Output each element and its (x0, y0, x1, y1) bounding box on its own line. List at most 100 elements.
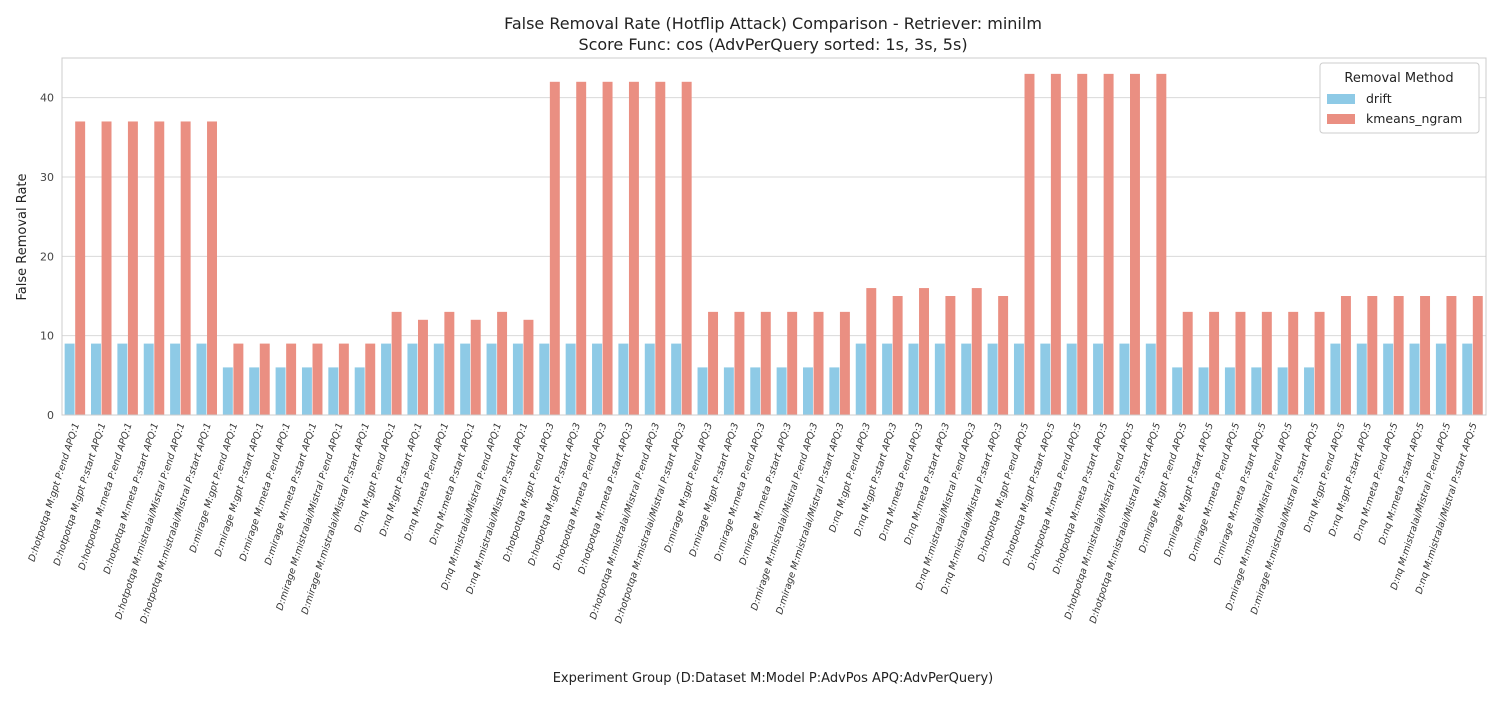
bar-kmeans-ngram (1420, 296, 1431, 415)
bar-drift (908, 343, 919, 415)
y-ticks: 0 10 20 30 40 (40, 92, 54, 422)
bar-drift (934, 343, 945, 415)
x-tick-label: D:mirage M:gpt P:end APQ:3 (662, 422, 714, 555)
bar-kmeans-ngram (154, 121, 165, 415)
bar-drift (1409, 343, 1420, 415)
bars (64, 73, 1483, 416)
bar-drift (1383, 343, 1394, 415)
bar-kmeans-ngram (1472, 296, 1483, 415)
bar-drift (460, 343, 471, 415)
y-tick-label: 0 (47, 409, 54, 422)
x-tick-label: D:mirage M:gpt P:start APQ:5 (1162, 422, 1216, 559)
x-tick-label: D:hotpotqa M:gpt P:end APQ:5 (976, 422, 1031, 564)
chart-subtitle: Score Func: cos (AdvPerQuery sorted: 1s,… (578, 35, 967, 54)
bar-kmeans-ngram (259, 343, 270, 415)
y-tick-label: 30 (40, 171, 54, 184)
bar-kmeans-ngram (602, 81, 613, 416)
bar-drift (776, 367, 787, 415)
x-ticks: D:hotpotqa M:gpt P:end APQ:1 D:hotpotqa M… (27, 422, 1480, 625)
bar-kmeans-ngram (1288, 311, 1299, 415)
bar-kmeans-ngram (655, 81, 666, 416)
bar-drift (1356, 343, 1367, 415)
legend-title: Removal Method (1344, 71, 1453, 86)
bar-drift (1435, 343, 1446, 415)
bar-kmeans-ngram (734, 311, 745, 415)
bar-drift (301, 367, 312, 415)
chart-title: False Removal Rate (Hotflip Attack) Comp… (504, 14, 1042, 33)
bar-kmeans-ngram (1103, 73, 1114, 416)
x-tick-label: D:mirage M:meta P:end APQ:5 (1187, 422, 1242, 563)
bar-drift (1224, 367, 1235, 415)
bar-kmeans-ngram (549, 81, 560, 416)
x-axis-label: Experiment Group (D:Dataset M:Model P:Ad… (553, 671, 994, 686)
bar-kmeans-ngram (681, 81, 692, 416)
x-tick-label: D:mirage M:meta P:end APQ:3 (712, 422, 767, 563)
bar-drift (1251, 367, 1262, 415)
y-tick-label: 20 (40, 250, 54, 263)
bar-drift (170, 343, 181, 415)
bar-kmeans-ngram (1340, 296, 1351, 415)
bar-drift (671, 343, 682, 415)
legend-label-drift: drift (1366, 91, 1392, 106)
bar-drift (354, 367, 365, 415)
bar-kmeans-ngram (75, 121, 86, 415)
bar-kmeans-ngram (760, 311, 771, 415)
x-tick-label: D:hotpotqa M:gpt P:end APQ:1 (27, 422, 82, 564)
x-tick-label: D:mirage M:gpt P:end APQ:5 (1137, 422, 1189, 555)
legend-swatch-drift (1327, 94, 1355, 104)
bar-drift (1330, 343, 1341, 415)
bar-kmeans-ngram (971, 288, 982, 415)
bar-drift (512, 343, 523, 415)
x-tick-label: D:mirage M:gpt P:start APQ:1 (213, 422, 267, 559)
bar-drift (1119, 343, 1130, 415)
bar-kmeans-ngram (1393, 296, 1404, 415)
bar-drift (328, 367, 339, 415)
bar-drift (618, 343, 629, 415)
y-tick-label: 10 (40, 330, 54, 343)
x-tick-label: D:mirage M:gpt P:start APQ:3 (688, 422, 742, 559)
bar-drift (1040, 343, 1051, 415)
bar-drift (196, 343, 207, 415)
bar-kmeans-ngram (945, 296, 956, 415)
bar-kmeans-ngram (207, 121, 217, 415)
y-axis-label: False Removal Rate (15, 173, 30, 300)
bar-drift (407, 343, 418, 415)
bar-kmeans-ngram (286, 343, 297, 415)
bar-kmeans-ngram (1130, 73, 1140, 416)
bar-kmeans-ngram (1156, 73, 1167, 416)
bar-kmeans-ngram (418, 319, 428, 415)
bar-kmeans-ngram (1446, 296, 1457, 415)
bar-drift (91, 343, 101, 415)
legend: Removal Method drift kmeans_ngram (1319, 62, 1480, 134)
x-tick-label: D:hotpotqa M:gpt P:end APQ:3 (501, 422, 556, 564)
bar-kmeans-ngram (813, 311, 824, 415)
bar-drift (143, 343, 154, 415)
bar-drift (117, 343, 128, 415)
bar-kmeans-ngram (1367, 296, 1378, 415)
bar-drift (222, 367, 233, 415)
bar-kmeans-ngram (101, 121, 112, 415)
bar-kmeans-ngram (1050, 73, 1061, 416)
bar-drift (433, 343, 444, 415)
bar-kmeans-ngram (708, 311, 719, 415)
bar-kmeans-ngram (127, 121, 138, 415)
bar-kmeans-ngram (1314, 311, 1325, 415)
plot-frame (61, 57, 1487, 416)
bar-kmeans-ngram (444, 311, 455, 415)
bar-kmeans-ngram (1209, 311, 1220, 415)
bar-kmeans-ngram (1024, 73, 1035, 416)
bar-kmeans-ngram (628, 81, 639, 416)
bar-drift (1066, 343, 1077, 415)
bar-kmeans-ngram (312, 343, 323, 415)
bar-drift (1277, 367, 1288, 415)
bar-drift (855, 343, 866, 415)
bar-drift (961, 343, 972, 415)
bar-kmeans-ngram (233, 343, 244, 415)
bar-kmeans-ngram (470, 319, 481, 415)
bar-kmeans-ngram (787, 311, 798, 415)
x-tick-label: D:mirage M:gpt P:end APQ:1 (188, 422, 240, 555)
bar-kmeans-ngram (180, 121, 191, 415)
bar-kmeans-ngram (497, 311, 508, 415)
bar-kmeans-ngram (391, 311, 402, 415)
